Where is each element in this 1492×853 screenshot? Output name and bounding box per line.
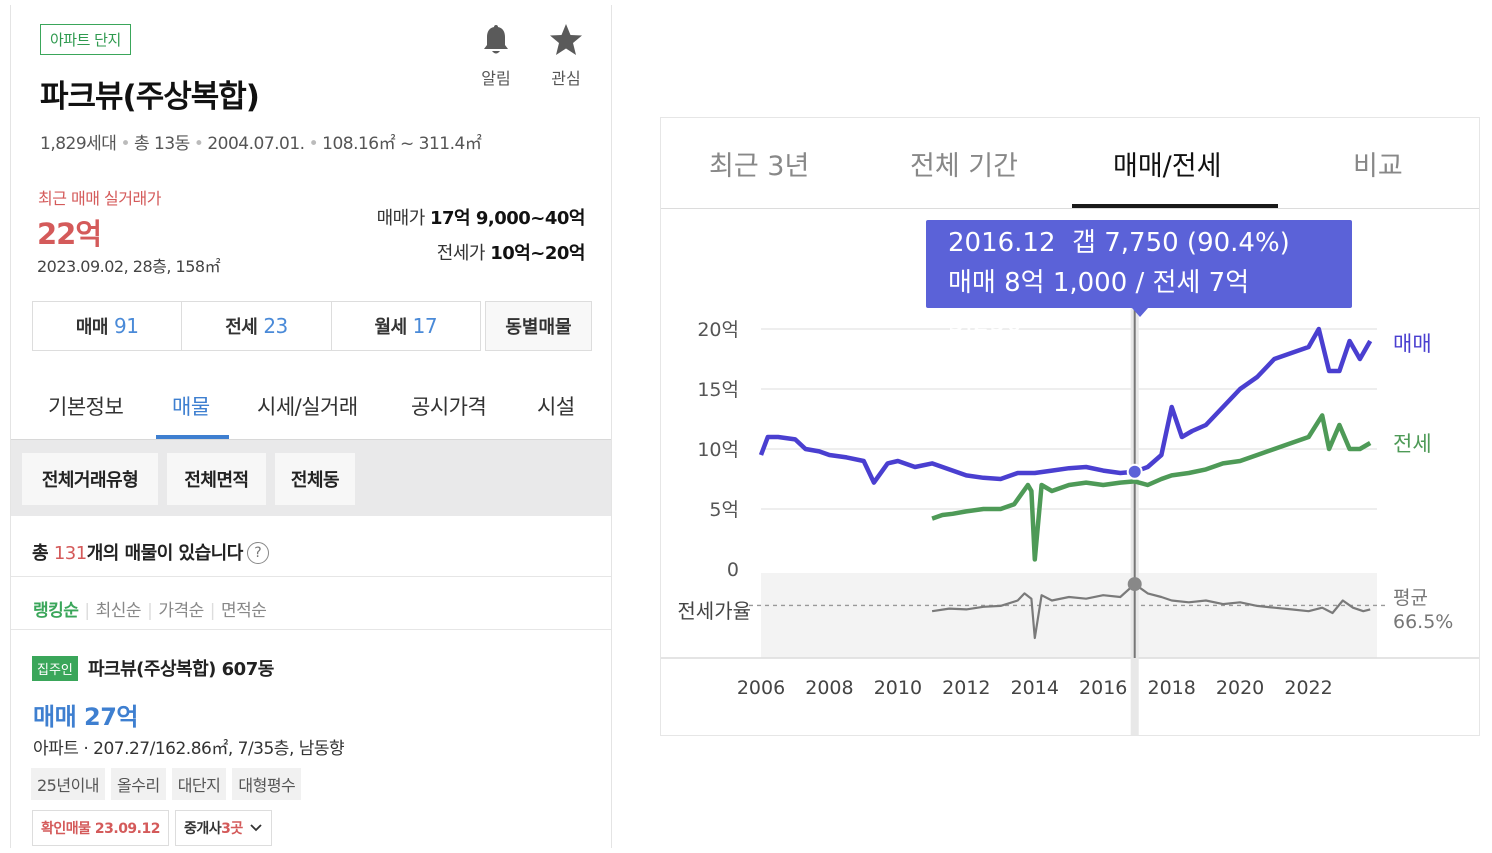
sort-options: 랭킹순 | 최신순 | 가격순 | 면적순 bbox=[33, 601, 267, 621]
jeonse-series-line bbox=[931, 413, 1372, 562]
sale-series-label: 매매 bbox=[1393, 332, 1432, 356]
y-tick-label: 20억 bbox=[697, 319, 739, 341]
tab-listings[interactable]: 매물 bbox=[172, 395, 210, 419]
sale-highlight-point bbox=[1126, 463, 1143, 480]
price-chart-panel: 최근 3년 전체 기간 매매/전세 비교 20억 15억 10억 5억 0 2006 200… bbox=[660, 117, 1480, 736]
building-count: 총 13동 bbox=[133, 134, 190, 154]
filter-bar: 전체거래유형 전체면적 전체동 bbox=[11, 439, 611, 516]
listing-tag: 올수리 bbox=[111, 768, 166, 800]
dong-listings-button[interactable]: 동별매물 bbox=[485, 301, 592, 351]
alarm-button[interactable]: 알림 bbox=[471, 23, 521, 89]
filter-deal-type[interactable]: 전체거래유형 bbox=[22, 453, 158, 505]
x-tick-label: 2014 bbox=[1011, 677, 1059, 699]
listing-tag: 대단지 bbox=[171, 768, 227, 800]
x-tick-label: 2012 bbox=[942, 677, 990, 699]
chevron-down-icon bbox=[250, 824, 262, 832]
filter-area[interactable]: 전체면적 bbox=[167, 453, 266, 505]
x-tick-label: 2010 bbox=[874, 677, 922, 699]
sale-price-range: 매매가 17억 9,000~40억 bbox=[376, 208, 586, 229]
alarm-label: 알림 bbox=[481, 69, 511, 88]
y-tick-label: 5억 bbox=[709, 499, 739, 521]
x-tick-label: 2008 bbox=[805, 677, 853, 699]
tab-all-period[interactable]: 전체 기간 bbox=[910, 151, 1018, 182]
sale-series-line bbox=[758, 326, 1373, 485]
ratio-average-value: 66.5% bbox=[1393, 611, 1453, 633]
listing-tag: 대형평수 bbox=[232, 768, 302, 800]
area-range: 108.16㎡ ~ 311.4㎡ bbox=[322, 134, 482, 154]
help-icon[interactable]: ? bbox=[246, 542, 269, 564]
tab-facilities[interactable]: 시설 bbox=[537, 395, 575, 419]
listing-price[interactable]: 매매 27억 bbox=[33, 703, 139, 731]
x-tick-label: 2022 bbox=[1284, 677, 1332, 699]
divider bbox=[11, 629, 611, 630]
ratio-label: 전세가율 bbox=[677, 599, 751, 623]
active-tab-indicator bbox=[156, 435, 229, 439]
x-tick-label: 2016 bbox=[1079, 677, 1127, 699]
owner-badge: 집주인 bbox=[32, 656, 78, 681]
ratio-average-label: 평균 bbox=[1393, 587, 1428, 609]
favorite-label: 관심 bbox=[551, 69, 581, 88]
main-tabs: 기본정보 매물 시세/실거래 공시가격 시설 bbox=[11, 375, 611, 439]
chart-tooltip: 2016.12 갭 7,750 (90.4%) 매매 8억 1,000 / 전세… bbox=[926, 220, 1352, 338]
count-monthly[interactable]: 월세 17 bbox=[374, 314, 438, 338]
price-line-chart[interactable]: 20억 15억 10억 5억 0 2006 2008 2010 2012 2014 2016 2018… bbox=[661, 118, 1480, 736]
bell-icon bbox=[484, 25, 508, 54]
ratio-series-line bbox=[931, 583, 1371, 640]
households: 1,829세대 bbox=[40, 134, 117, 154]
tab-sale-jeonse[interactable]: 매매/전세 bbox=[1113, 151, 1222, 182]
recent-deal-label: 최근 매매 실거래가 bbox=[38, 189, 161, 208]
complex-meta: 1,829세대 • 총 13동 • 2004.07.01. • 108.16㎡ ~ 311.… bbox=[40, 134, 482, 154]
tooltip-price-line: 매매 8억 1,000 / 전세 7억 3,250 bbox=[948, 268, 1250, 338]
divider bbox=[11, 576, 611, 577]
tab-compare[interactable]: 비교 bbox=[1353, 151, 1403, 182]
count-jeonse[interactable]: 전세 23 bbox=[182, 302, 332, 350]
x-tick-label: 2020 bbox=[1216, 677, 1264, 699]
divider bbox=[661, 208, 1479, 209]
y-tick-label: 0 bbox=[727, 559, 739, 581]
jeonse-price-range: 전세가 10억~20억 bbox=[436, 243, 586, 264]
x-tick-label: 2006 bbox=[737, 677, 785, 699]
tab-recent-3y[interactable]: 최근 3년 bbox=[709, 151, 810, 182]
filter-dong[interactable]: 전체동 bbox=[275, 453, 355, 505]
ratio-highlight-point bbox=[1127, 577, 1142, 592]
complex-type-badge: 아파트 단지 bbox=[40, 24, 131, 55]
tab-basic-info[interactable]: 기본정보 bbox=[48, 395, 124, 419]
complex-panel: 아파트 단지 파크뷰(주상복합) 알림 관심 1,829세대 • 총 13동 • 200… bbox=[10, 5, 612, 848]
x-tick-label: 2018 bbox=[1147, 677, 1195, 699]
ratio-band-bg bbox=[761, 573, 1377, 658]
listing-tag: 25년이내 bbox=[31, 768, 106, 800]
tooltip-pointer bbox=[1132, 308, 1148, 317]
sort-price[interactable]: 가격순 bbox=[158, 601, 204, 621]
listing-counts: 매매 91 전세 23 월세 17 bbox=[32, 301, 481, 351]
tooltip-gap-line: 2016.12 갭 7,750 (90.4%) bbox=[948, 228, 1290, 258]
listing-tags: 25년이내 올수리 대단지 대형평수 bbox=[31, 768, 302, 800]
sort-latest[interactable]: 최신순 bbox=[95, 601, 142, 621]
tab-official-price[interactable]: 공시가격 bbox=[411, 395, 487, 419]
tab-price-deals[interactable]: 시세/실거래 bbox=[257, 395, 358, 419]
y-tick-label: 15억 bbox=[697, 379, 739, 401]
recent-deal-price: 22억 bbox=[37, 217, 102, 251]
sort-area[interactable]: 면적순 bbox=[220, 601, 267, 621]
active-tab-indicator bbox=[1072, 204, 1278, 208]
confirmed-listing-badge: 확인매물 23.09.12 bbox=[32, 810, 169, 846]
listing-name[interactable]: 파크뷰(주상복합) 607동 bbox=[88, 659, 274, 680]
agents-dropdown[interactable]: 중개사 3곳 bbox=[175, 810, 272, 846]
favorite-button[interactable]: 관심 bbox=[541, 23, 591, 89]
complex-title: 파크뷰(주상복합) bbox=[40, 79, 260, 115]
recent-deal-detail: 2023.09.02, 28층, 158㎡ bbox=[37, 257, 221, 276]
y-tick-label: 10억 bbox=[697, 439, 739, 461]
total-listings: 총 131개의 매물이 있습니다? bbox=[32, 539, 269, 565]
count-sale[interactable]: 매매 91 bbox=[33, 302, 183, 350]
jeonse-series-label: 전세 bbox=[1393, 432, 1432, 456]
star-icon bbox=[550, 24, 582, 55]
completion-date: 2004.07.01. bbox=[207, 134, 305, 154]
listing-description: 아파트 · 207.27/162.86㎡, 7/35층, 남동향 bbox=[33, 739, 345, 759]
sort-ranking[interactable]: 랭킹순 bbox=[33, 601, 79, 621]
